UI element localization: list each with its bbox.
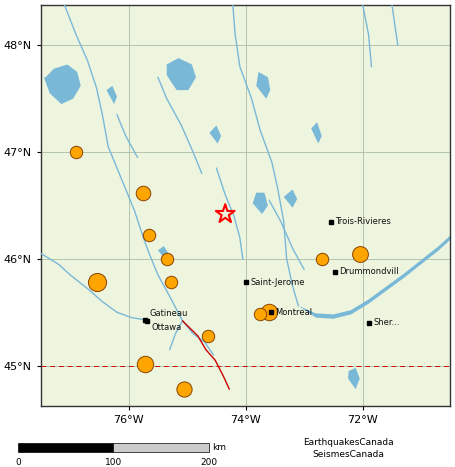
Text: Drummondvill: Drummondvill: [339, 267, 399, 276]
Point: [167, 279, 174, 286]
Point: [163, 255, 170, 262]
Text: Trois-Rivieres: Trois-Rivieres: [335, 217, 391, 226]
Polygon shape: [158, 246, 168, 261]
Point: [181, 385, 188, 393]
Text: Montreal: Montreal: [276, 308, 313, 317]
Polygon shape: [348, 368, 360, 389]
Text: 100: 100: [105, 458, 122, 467]
Polygon shape: [284, 190, 297, 208]
Text: SeismesCanada: SeismesCanada: [312, 450, 384, 459]
Polygon shape: [167, 58, 196, 90]
Point: [356, 250, 364, 257]
Point: [257, 311, 264, 318]
Text: Gatineau: Gatineau: [150, 309, 188, 318]
Point: [72, 149, 80, 156]
Point: [318, 255, 325, 262]
Text: Sher...: Sher...: [374, 318, 400, 327]
Text: Saint-Jerome: Saint-Jerome: [250, 278, 305, 287]
Polygon shape: [44, 64, 81, 104]
Point: [265, 309, 273, 316]
Polygon shape: [256, 72, 270, 99]
Polygon shape: [253, 193, 268, 214]
Point: [140, 189, 147, 197]
Polygon shape: [298, 235, 450, 318]
Polygon shape: [106, 86, 117, 104]
Text: EarthquakesCanada: EarthquakesCanada: [303, 438, 394, 447]
Point: [146, 232, 153, 239]
Point: [142, 360, 149, 368]
Text: 0: 0: [15, 458, 21, 467]
Point: [204, 332, 211, 340]
Bar: [113, 443, 209, 452]
Text: Ottawa: Ottawa: [152, 323, 182, 332]
Polygon shape: [209, 125, 221, 143]
Point: [93, 279, 100, 286]
Point: [222, 210, 229, 218]
Polygon shape: [311, 122, 322, 143]
Bar: [18, 443, 113, 452]
Text: 200: 200: [200, 458, 217, 467]
Text: km: km: [212, 443, 227, 452]
